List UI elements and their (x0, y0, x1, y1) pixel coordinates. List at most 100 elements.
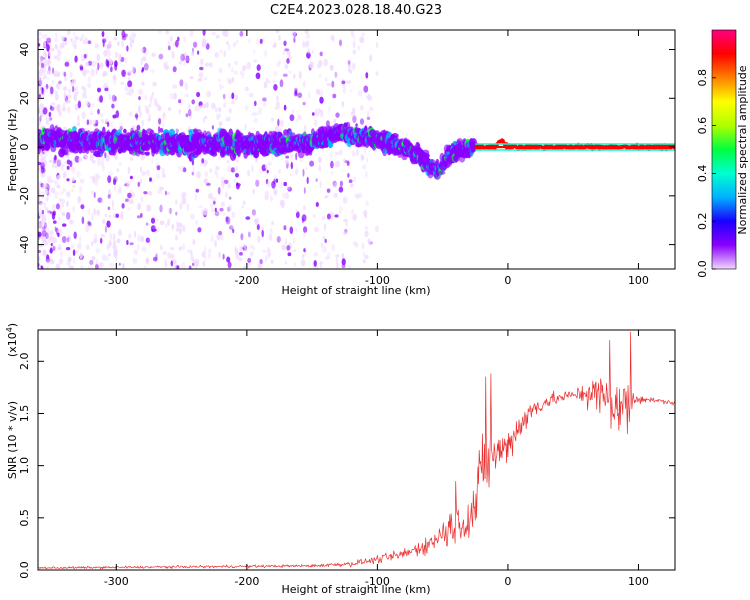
heatmap-speckle (279, 199, 285, 207)
heatmap-speckle (191, 50, 195, 57)
heatmap-speckle (43, 40, 47, 48)
heatmap-speckle (175, 199, 178, 206)
heatmap-speckle (159, 186, 165, 191)
heatmap-speckle (228, 79, 232, 85)
heatmap-speckle (244, 105, 249, 112)
heatmap-speckle (240, 233, 244, 241)
heatmap-speckle (193, 41, 198, 48)
heatmap-speckle (284, 237, 288, 246)
heatmap-speckle (113, 213, 116, 219)
heatmap-speckle (375, 41, 379, 49)
heatmap-speckle (113, 37, 118, 41)
heatmap-speckle (253, 117, 258, 124)
heatmap-speckle (267, 249, 272, 257)
heatmap-speckle (294, 169, 299, 176)
heatmap-speckle (331, 243, 335, 252)
heatmap-speckle (369, 106, 374, 112)
heatmap-speckle (335, 256, 339, 265)
heatmap-speckle (234, 178, 237, 184)
heatmap-speckle (341, 253, 345, 259)
heatmap-speckle (83, 73, 86, 78)
heatmap-speckle (89, 155, 94, 162)
heatmap-speckle (156, 165, 161, 171)
heatmap-speckle (171, 223, 175, 230)
heatmap-speckle (62, 188, 67, 192)
colorbar-gradient (712, 30, 736, 269)
heatmap-speckle (189, 30, 194, 37)
heatmap-speckle (293, 73, 296, 80)
heatmap-cell (123, 128, 127, 134)
heatmap-speckle (40, 236, 44, 240)
heatmap-speckle (287, 252, 292, 257)
heatmap-speckle (79, 235, 82, 243)
heatmap-speckle (331, 80, 335, 88)
heatmap-speckle (322, 235, 326, 240)
heatmap-speckle (38, 37, 42, 42)
heatmap-speckle (95, 68, 98, 75)
snr-y-ticks: 0.0 0.5 1.0 1.5 2.0 (18, 353, 675, 579)
heatmap-speckle (42, 183, 48, 188)
heatmap-speckle (330, 170, 334, 175)
heatmap-speckle (129, 41, 133, 48)
heatmap-speckle (87, 265, 93, 269)
heatmap-speckle (218, 83, 222, 91)
heatmap-speckle (364, 254, 369, 259)
heatmap-speckle (230, 167, 236, 173)
heatmap-speckle (42, 49, 45, 56)
heatmap-speckle (269, 228, 273, 234)
heatmap-speckle (242, 244, 247, 249)
heatmap-speckle (227, 182, 232, 189)
heatmap-cell (72, 126, 77, 132)
heatmap-speckle (40, 55, 44, 62)
heatmap-speckle (151, 52, 156, 57)
heatmap-speckle (56, 185, 60, 189)
heatmap-speckle (192, 166, 195, 174)
heatmap-speckle (268, 80, 271, 84)
heatmap-speckle (107, 194, 111, 199)
heatmap-speckle (304, 167, 308, 170)
heatmap-speckle (66, 178, 70, 182)
heatmap-speckle (352, 115, 357, 123)
spectrogram-marks (38, 30, 675, 269)
heatmap-speckle (67, 235, 72, 242)
heatmap-speckle (63, 71, 66, 77)
heatmap-speckle (296, 117, 299, 123)
heatmap-speckle (97, 87, 101, 93)
heatmap-speckle (346, 161, 350, 166)
heatmap-speckle (72, 31, 76, 37)
heatmap-speckle (197, 227, 202, 233)
snr-x-ticks: -300 -200 -100 0 100 (104, 330, 649, 588)
heatmap-speckle (290, 153, 294, 158)
heatmap-speckle (302, 40, 306, 48)
heatmap-speckle (330, 160, 334, 169)
heatmap-speckle (66, 154, 70, 159)
heatmap-speckle (63, 126, 68, 131)
heatmap-speckle (339, 180, 343, 187)
heatmap-speckle (60, 191, 65, 195)
heatmap-speckle (141, 235, 145, 243)
heatmap-speckle (202, 117, 206, 123)
heatmap-speckle (262, 249, 267, 254)
heatmap-speckle (352, 176, 357, 183)
heatmap-speckle (225, 116, 229, 122)
heatmap-speckle (141, 119, 145, 126)
heatmap-speckle (178, 165, 182, 171)
heatmap-speckle (106, 220, 111, 228)
heatmap-speckle (42, 202, 47, 208)
heatmap-speckle (55, 83, 60, 89)
heatmap-speckle (141, 245, 147, 252)
heatmap-speckle (106, 243, 111, 249)
heatmap-speckle (204, 115, 208, 119)
heatmap-speckle (78, 157, 83, 162)
heatmap-speckle (102, 218, 106, 225)
heatmap-speckle (286, 49, 291, 56)
heatmap-speckle (46, 76, 50, 81)
heatmap-speckle (365, 72, 369, 79)
heatmap-speckle (74, 103, 79, 112)
heatmap-speckle (107, 191, 113, 197)
heatmap-speckle (157, 126, 161, 134)
heatmap-cell (144, 151, 150, 156)
heatmap-speckle (239, 252, 243, 256)
heatmap-speckle (59, 43, 63, 49)
